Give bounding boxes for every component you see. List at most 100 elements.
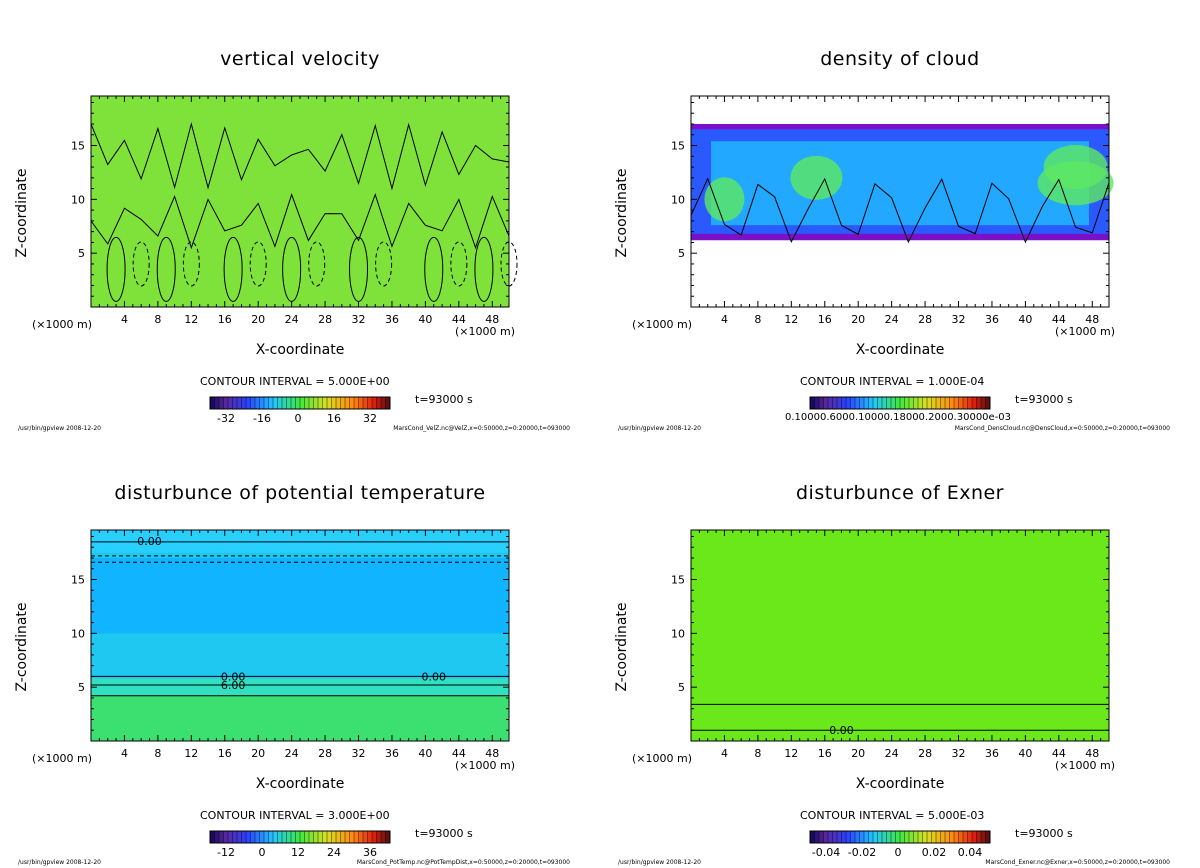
colorbar-cell [981, 397, 986, 409]
contours [91, 541, 509, 697]
x-tick-label: 32 [352, 747, 366, 760]
plot-background [91, 96, 509, 307]
x-tick-label: 24 [285, 747, 299, 760]
colorbar [809, 830, 991, 844]
colorbar-cell [918, 397, 923, 409]
x-tick-label: 8 [754, 313, 761, 326]
colorbar-cell [345, 831, 350, 843]
y-tick-label: 15 [671, 574, 685, 587]
x-tick-label: 24 [885, 313, 899, 326]
colorbar-cell [331, 831, 337, 843]
contour-interval: CONTOUR INTERVAL = 5.000E-03 [800, 809, 985, 822]
cloud-core [704, 177, 745, 222]
colorbar-cell [295, 831, 301, 843]
colorbar-cell [819, 831, 824, 843]
colorbar-tick-label: 36 [363, 846, 377, 859]
colorbar-cell [358, 397, 364, 409]
contour-cell-negative [450, 241, 468, 287]
colorbar-cell [286, 831, 292, 843]
colorbar [209, 396, 391, 410]
y-tick-label: 5 [78, 681, 85, 694]
colorbar-cell [850, 831, 856, 843]
colorbar-cell [210, 831, 215, 843]
colorbar-cell [291, 397, 296, 409]
colorbar-cell [900, 831, 905, 843]
colorbar-cell [900, 397, 905, 409]
x-tick-label: 8 [754, 747, 761, 760]
colorbar-tick-label: 24 [327, 846, 341, 859]
colorbar-cell [295, 397, 301, 409]
x-tick-label: 48 [485, 747, 499, 760]
contour-cell-negative [375, 241, 393, 287]
colorbar-tick-label: -0.04 [811, 846, 841, 859]
colorbar-cell [985, 831, 991, 843]
colorbar-cell [381, 397, 386, 409]
footer-right: MarsCond_PotTemp.nc@PotTempDist,x=0:5000… [356, 859, 570, 866]
x-tick-label: 40 [1018, 313, 1032, 326]
colorbar-cell [313, 397, 319, 409]
x-tick-label: 24 [285, 313, 299, 326]
panel-title: vertical velocity [220, 48, 380, 70]
colorbar-cell [823, 831, 829, 843]
colorbar-cell [819, 397, 824, 409]
ticks [690, 96, 1110, 308]
colorbar-cell [976, 831, 982, 843]
x-tick-label: 28 [918, 313, 932, 326]
colorbar-cell [927, 831, 932, 843]
colorbar-cell [241, 831, 247, 843]
cloud-core [790, 155, 843, 200]
colorbar-cell [318, 397, 323, 409]
colorbar-tick-label: 0.04 [957, 846, 983, 859]
x-axis-label: X-coordinate [855, 776, 945, 792]
colorbar-cell [318, 831, 323, 843]
colorbar-cell [868, 831, 874, 843]
colorbar-cell [336, 397, 341, 409]
x-unit-right: (×1000 m) [1055, 759, 1116, 772]
x-unit-left: (×1000 m) [632, 318, 693, 331]
contour-label: 6.00 [221, 679, 246, 692]
colorbar-tick-label: 0 [294, 412, 302, 425]
colorbar-cell [273, 397, 278, 409]
colorbar-cell [309, 397, 314, 409]
colorbar-cell [981, 831, 986, 843]
colorbar-cell [963, 831, 968, 843]
contours [690, 177, 1110, 244]
colorbar-cell [922, 397, 928, 409]
contour-label: 0.00 [422, 670, 447, 683]
colorbar-cell [927, 397, 932, 409]
x-tick-label: 40 [1018, 747, 1032, 760]
colorbar-cell [223, 831, 229, 843]
colorbar-cell [232, 397, 238, 409]
colorbar-cell [837, 397, 842, 409]
colorbar-cell [277, 397, 283, 409]
colorbar-tick-label: 0 [894, 846, 902, 859]
x-tick-label: 12 [784, 313, 798, 326]
panel-potential-temperature: 0.00 0.00 0.00 6.00 4 8 12 16 20 24 28 32 36 40 44 48 5 1… [0, 434, 600, 868]
footer-left: /usr/bin/gpview 2008-12-20 [618, 859, 701, 866]
colorbar-cell [945, 397, 950, 409]
x-tick-label: 4 [121, 747, 128, 760]
colorbar-cell [823, 397, 829, 409]
x-unit-right: (×1000 m) [455, 325, 516, 338]
colorbar-cell [963, 397, 968, 409]
panel-exner: 0.00 4 8 12 16 20 24 28 32 36 40 44 48 5 10 15 disturbu… [600, 434, 1200, 868]
colorbar-cell [228, 831, 233, 843]
x-tick-label: 16 [218, 747, 232, 760]
contour-interval: CONTOUR INTERVAL = 5.000E+00 [200, 375, 390, 388]
x-axis-label: X-coordinate [855, 342, 945, 358]
colorbar-cell [241, 397, 247, 409]
x-tick-label: 36 [385, 747, 399, 760]
band-surface [91, 695, 509, 741]
colorbar-tick-label: 32 [363, 412, 377, 425]
y-tick-label: 10 [671, 627, 685, 640]
band-cool [91, 557, 509, 634]
colorbar-cell [864, 831, 869, 843]
colorbar-cell [837, 831, 842, 843]
colorbar-cell [340, 831, 346, 843]
cloud-core [1037, 161, 1114, 206]
x-tick-label: 48 [485, 313, 499, 326]
colorbar-cell [223, 397, 229, 409]
colorbar-cell [967, 831, 973, 843]
colorbar-cell [376, 397, 382, 409]
